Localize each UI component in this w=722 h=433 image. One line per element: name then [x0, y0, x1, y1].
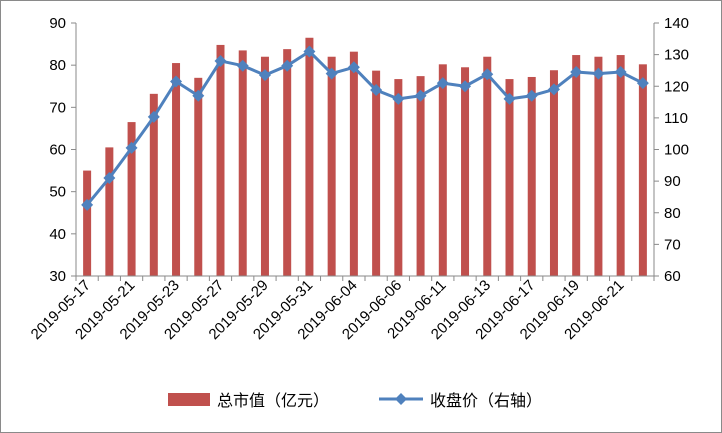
close-price-point-2019-05-24: [192, 89, 205, 102]
y-right-tick-label: 140: [664, 15, 689, 32]
legend-swatch-close-price-marker: [395, 393, 407, 405]
bar-2019-06-21: [616, 55, 625, 276]
bar-2019-05-28: [238, 50, 247, 276]
bar-2019-05-31: [305, 37, 314, 277]
close-price-point-2019-05-21: [125, 141, 138, 154]
y-left-tick-label: 70: [49, 99, 66, 116]
y-left-tick-label: 40: [49, 226, 66, 243]
y-right-tick-label: 90: [664, 173, 681, 190]
y-right-tick-label: 120: [664, 78, 689, 95]
close-price-point-2019-05-31: [303, 45, 316, 58]
close-price-line: [85, 49, 644, 206]
bar-2019-06-24: [638, 64, 647, 276]
y-right-tick-label: 110: [664, 110, 688, 127]
close-price-point-2019-05-17: [81, 198, 94, 211]
y-left-tick-label: 60: [49, 142, 66, 159]
bar-2019-06-13: [483, 56, 492, 277]
line-series: [81, 45, 649, 211]
close-price-point-2019-05-29: [258, 69, 271, 82]
close-price-point-2019-06-13: [481, 68, 494, 81]
bar-2019-06-03: [327, 56, 336, 277]
close-price-point-2019-06-17: [525, 89, 538, 102]
legend-swatch-market-cap: [168, 393, 210, 406]
y-left-tick-label: 80: [49, 57, 66, 74]
close-price-point-2019-05-30: [281, 59, 294, 72]
y-right-tick-label: 130: [664, 47, 689, 64]
y-right-tick-label: 70: [664, 236, 681, 253]
legend-label-close-price: 收盘价（右轴）: [430, 391, 542, 410]
bar-2019-06-10: [416, 76, 425, 276]
close-price-point-2019-06-20: [592, 67, 605, 80]
bar-2019-05-22: [149, 93, 158, 276]
bar-series: [83, 37, 647, 277]
close-price-point-2019-05-23: [170, 75, 183, 88]
bar-2019-06-20: [594, 56, 603, 277]
tick-labels: 3040506070809060708090100110120130140201…: [28, 15, 689, 343]
close-price-point-2019-06-04: [347, 61, 360, 74]
bar-2019-06-17: [527, 76, 536, 276]
bar-2019-06-04: [349, 51, 358, 276]
bar-2019-06-06: [394, 79, 403, 276]
legend: 总市值（亿元） 收盘价（右轴）: [168, 391, 542, 410]
bar-2019-06-14: [505, 79, 514, 276]
bar-2019-05-20: [105, 147, 114, 276]
close-price-point-2019-06-03: [325, 67, 338, 80]
bar-2019-06-12: [461, 67, 470, 276]
close-price-point-2019-06-24: [636, 77, 649, 90]
close-price-point-2019-05-20: [103, 171, 116, 184]
close-price-point-2019-05-22: [147, 110, 160, 123]
close-price-point-2019-06-05: [370, 84, 383, 97]
close-price-point-2019-05-27: [214, 54, 227, 67]
y-right-tick-label: 80: [664, 205, 681, 222]
axes: [71, 22, 659, 281]
bar-2019-06-05: [372, 70, 381, 277]
y-right-tick-label: 60: [664, 268, 681, 285]
close-price-point-2019-06-10: [414, 89, 427, 102]
bar-2019-05-17: [83, 170, 92, 276]
close-price-point-2019-06-14: [503, 92, 516, 105]
y-left-tick-label: 50: [49, 184, 66, 201]
bar-2019-06-18: [549, 70, 558, 276]
bar-2019-05-24: [194, 77, 203, 276]
close-price-point-2019-06-12: [459, 80, 472, 93]
bar-2019-05-29: [260, 56, 269, 277]
close-price-point-2019-06-18: [547, 83, 560, 96]
close-price-point-2019-06-06: [392, 92, 405, 105]
bar-2019-05-21: [127, 122, 136, 276]
bar-2019-05-30: [283, 49, 292, 276]
close-price-point-2019-06-11: [436, 77, 449, 90]
close-price-point-2019-06-19: [570, 66, 583, 79]
bar-2019-05-27: [216, 44, 225, 277]
bar-2019-06-19: [572, 55, 581, 276]
close-price-point-2019-05-28: [236, 59, 249, 72]
bar-2019-06-11: [438, 64, 447, 276]
close-price-point-2019-06-21: [614, 66, 627, 79]
bar-2019-05-23: [172, 63, 181, 277]
y-right-tick-label: 100: [664, 142, 689, 159]
y-left-tick-label: 90: [49, 15, 66, 32]
legend-label-market-cap: 总市值（亿元）: [217, 391, 329, 410]
y-left-tick-label: 30: [49, 268, 66, 285]
